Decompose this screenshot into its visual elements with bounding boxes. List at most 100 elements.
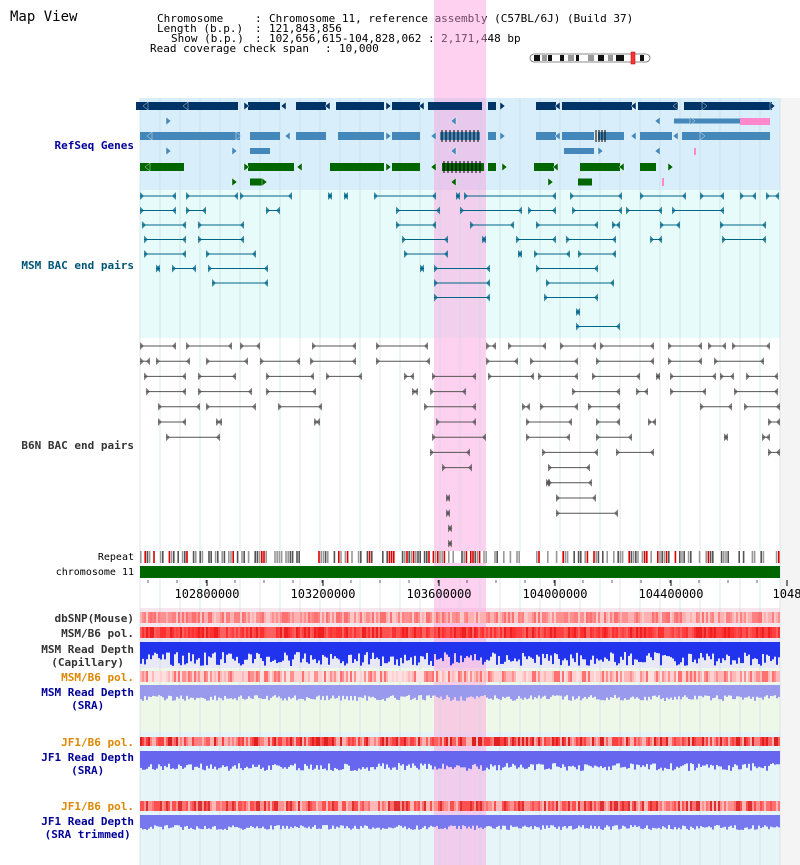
msm-sra-depth-bar [654,685,656,696]
track-label-jf1-pol-2[interactable]: JF1/B6 pol. [61,800,134,813]
jf1-trim-depth-bar [240,815,242,829]
msm-pol2-cell [482,671,484,682]
msm-pol-cell [148,627,150,638]
msm-pol2-cell [256,671,258,682]
track-label-msm-bac[interactable]: MSM BAC end pairs [21,259,134,272]
msm-sra-depth-bar [728,685,730,696]
jf1-sra-depth-bar [278,751,280,766]
msm-pol2-cell [462,671,464,682]
repeat-element [256,551,259,563]
jf1-pol2-cell [408,801,410,811]
msm-bac-pair-end [720,192,724,200]
dbsnp-cell [666,612,668,623]
msm-cap-depth-bar [606,642,608,659]
dbsnp-cell [584,612,586,623]
msm-sra-depth-bar [280,685,282,699]
msm-pol2-cell [510,671,512,682]
b6n-bac-pair-end [722,342,726,350]
dbsnp-cell [358,612,360,623]
jf1-sra-depth-bar [770,751,772,765]
jf1-pol2-cell [212,801,214,811]
dbsnp-cell [534,612,536,623]
jf1-sra-depth-bar [154,751,156,770]
track-label-jf1-depth-sra[interactable]: JF1 Read Depth (SRA) [41,751,134,777]
track-label-msm-pol-1[interactable]: MSM/B6 pol. [61,627,134,640]
msm-pol2-cell [570,671,572,682]
track-label-jf1-depth-trimmed[interactable]: JF1 Read Depth (SRA trimmed) [41,815,134,841]
jf1-pol2-cell [490,801,492,811]
msm-cap-depth-bar [470,642,472,656]
jf1-pol-cell [248,737,250,746]
dbsnp-cell [170,612,172,623]
dbsnp-cell [752,612,754,623]
track-label-refseq[interactable]: RefSeq Genes [54,139,134,152]
msm-cap-depth-bar [718,642,720,659]
dbsnp-cell [412,612,414,623]
msm-pol2-cell [750,671,752,682]
jf1-trim-depth-bar [256,815,258,827]
track-label-dbsnp[interactable]: dbSNP(Mouse) [54,612,134,625]
msm-pol-cell [774,627,776,638]
dbsnp-cell [530,612,532,623]
jf1-trim-depth-bar [484,815,486,828]
dbsnp-cell [268,612,270,623]
msm-cap-depth-bar [742,642,744,664]
jf1-pol-cell [680,737,682,746]
track-label-jf1-pol-1[interactable]: JF1/B6 pol. [61,736,134,749]
msm-sra-depth-bar [270,685,272,698]
jf1-pol-cell [652,737,654,746]
jf1-pol2-cell [522,801,524,811]
msm-pol2-cell [180,671,182,682]
msm-bac-pair-end [140,192,144,200]
jf1-pol-cell [424,737,426,746]
jf1-trim-depth-bar [248,815,250,828]
msm-sra-depth-bar [176,685,178,697]
jf1-sra-depth-bar [174,751,176,770]
jf1-pol2-cell [396,801,398,811]
dbsnp-cell [440,612,442,623]
msm-pol2-cell [282,671,284,682]
dbsnp-cell [350,612,352,623]
jf1-sra-depth-bar [258,751,260,765]
msm-sra-depth-bar [678,685,680,697]
track-label-msm-pol-2[interactable]: MSM/B6 pol. [61,671,134,684]
msm-bac-pair-end [172,264,176,273]
jf1-trim-depth-bar [726,815,728,830]
jf1-sra-depth-bar [336,751,338,769]
gene-block [296,102,326,110]
msm-cap-depth-bar [278,642,280,663]
msm-pol2-cell [526,671,528,682]
msm-cap-depth-bar [696,642,698,664]
dbsnp-cell [572,612,574,623]
msm-sra-depth-bar [420,685,422,696]
jf1-sra-depth-bar [522,751,524,768]
jf1-trim-depth-bar [758,815,760,826]
msm-pol2-cell [666,671,668,682]
msm-bac-pair-end [486,264,490,273]
repeat-element [674,551,677,563]
track-label-msm-depth-capillary[interactable]: MSM Read Depth (Capillary) [41,643,134,669]
msm-bac-pair-end [672,206,676,215]
jf1-trim-depth-bar [632,815,634,828]
jf1-sra-depth-bar [636,751,638,765]
dbsnp-cell [338,612,340,623]
msm-pol2-cell [302,671,304,682]
dbsnp-cell [220,612,222,623]
repeat-element [208,551,210,563]
msm-pol2-cell [390,671,392,682]
msm-sra-depth-bar [372,685,374,697]
repeat-element [595,551,597,563]
msm-pol2-cell [432,671,434,682]
track-label-b6n-bac[interactable]: B6N BAC end pairs [21,439,134,452]
msm-pol-cell [628,627,630,638]
dbsnp-cell [614,612,616,623]
b6n-bac-pair-end [568,418,572,426]
jf1-pol2-cell [418,801,420,811]
jf1-pol-cell [164,737,166,746]
jf1-trim-depth-bar [398,815,400,826]
jf1-trim-depth-bar [558,815,560,827]
track-label-msm-depth-sra[interactable]: MSM Read Depth (SRA) [41,686,134,712]
jf1-trim-depth-bar [260,815,262,829]
